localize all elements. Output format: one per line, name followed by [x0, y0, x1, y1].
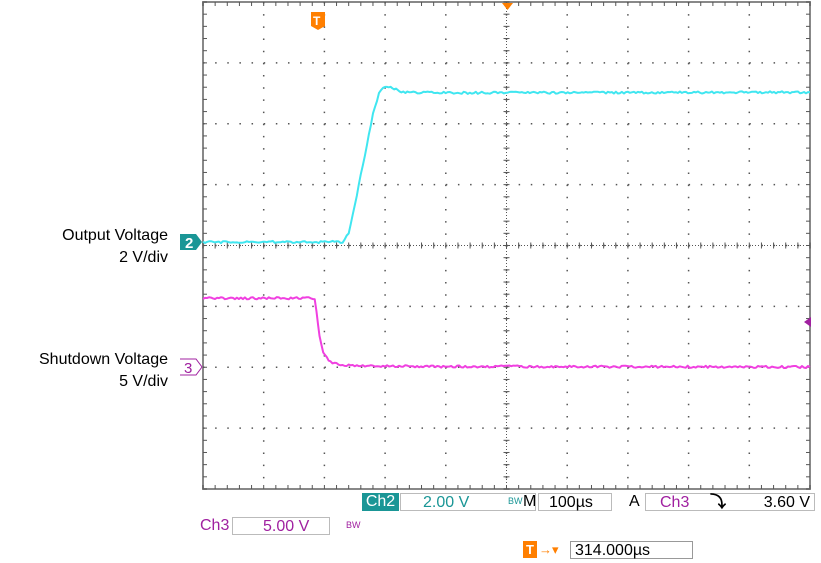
trigger-source: Ch3	[660, 494, 689, 512]
timebase-label: M	[523, 493, 536, 511]
ch2-ground-marker: 2	[180, 234, 202, 252]
svg-text:T: T	[313, 14, 321, 28]
ch3-ground-marker: 3	[180, 359, 202, 377]
trigger-position-marker	[502, 3, 513, 10]
falling-edge-icon: ⤵	[710, 494, 726, 512]
timebase-value: 100µs	[538, 493, 612, 511]
arrow-icon: →▾	[539, 541, 559, 559]
svg-text:2: 2	[185, 235, 193, 252]
trigger-point-marker: T	[311, 12, 325, 30]
ch2-label: Ch2	[362, 493, 399, 511]
ch3-scale-value: 5.00 V	[232, 517, 330, 535]
ch3-bw-indicator: BW	[346, 520, 361, 530]
acquire-label: A	[629, 493, 640, 511]
trigger-icon: T	[523, 541, 537, 558]
ch3-label: Ch3	[200, 517, 229, 535]
svg-text:3: 3	[184, 360, 192, 377]
trigger-settings: Ch3 ⤵ 3.60 V	[645, 493, 815, 511]
trigger-position-value: 314.000µs	[570, 541, 693, 559]
trigger-level: 3.60 V	[764, 494, 810, 512]
ch2-bw-indicator: BW	[508, 496, 523, 506]
